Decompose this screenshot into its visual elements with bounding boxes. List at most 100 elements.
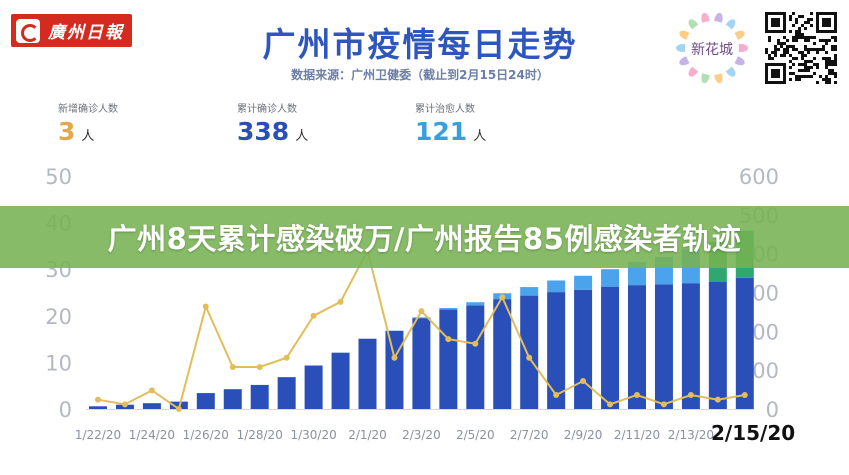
qr-module [801, 33, 804, 36]
x-axis-tick-label: 1/26/20 [183, 428, 229, 442]
new-cases-point [472, 340, 479, 347]
new-cases-point [175, 406, 182, 412]
qr-module [783, 36, 786, 39]
qr-module [819, 39, 822, 42]
qr-module [804, 75, 807, 78]
stat-unit: 人 [81, 129, 95, 144]
new-cases-point [283, 354, 290, 361]
left-axis-tick-label: 0 [59, 398, 72, 422]
qr-finder-core [771, 69, 780, 78]
newspaper-logo-text: 廣州日報 [48, 23, 124, 43]
qr-module [807, 18, 810, 21]
qr-finder-core [771, 18, 780, 27]
stat-unit: 人 [473, 129, 487, 144]
qr-module [825, 81, 828, 84]
qr-module [810, 60, 813, 63]
qr-module [807, 36, 810, 39]
cured-bar [520, 287, 539, 296]
qr-module [786, 48, 789, 51]
qr-module [789, 18, 792, 21]
guangzhou-daily-logo: 廣州日報 [11, 14, 132, 47]
qr-module [792, 45, 795, 48]
x-axis-tick-label: 2/11/20 [614, 428, 660, 442]
qr-module [789, 45, 792, 48]
qr-module [798, 69, 801, 72]
qr-module [798, 75, 801, 78]
qr-module [816, 66, 819, 69]
qr-module [804, 39, 807, 42]
qr-module [822, 57, 825, 60]
cumulative-bar [412, 318, 431, 409]
qr-module [834, 72, 837, 75]
qr-module [789, 15, 792, 18]
qr-module [831, 72, 834, 75]
qr-module [792, 39, 795, 42]
qr-module [798, 15, 801, 18]
cured-bar [601, 269, 620, 287]
qr-module [795, 21, 798, 24]
qr-module [801, 15, 804, 18]
current-date-label: 2/15/20 [711, 421, 796, 445]
qr-module [834, 81, 837, 84]
qr-module [798, 33, 801, 36]
qr-module [807, 39, 810, 42]
new-cases-point [256, 364, 263, 371]
new-cases-point [553, 392, 560, 399]
qr-module [792, 24, 795, 27]
cured-bar [439, 308, 458, 310]
qr-module [828, 57, 831, 60]
qr-module [804, 36, 807, 39]
qr-module [801, 57, 804, 60]
qr-module [798, 36, 801, 39]
qr-module [804, 27, 807, 30]
headline-banner: 广州8天累计感染破万/广州报告85例感染者轨迹 [0, 206, 849, 268]
x-axis-tick-label: 1/28/20 [237, 428, 283, 442]
new-cases-point [148, 387, 155, 394]
qr-module [834, 75, 837, 78]
qr-module [789, 66, 792, 69]
qr-module [795, 33, 798, 36]
qr-module [804, 63, 807, 66]
stat-label: 累计确诊人数 [237, 104, 297, 115]
qr-module [789, 54, 792, 57]
qr-module [792, 48, 795, 51]
x-axis-tick-label: 2/5/20 [456, 428, 495, 442]
cumulative-bar [708, 282, 727, 409]
cured-bar [547, 280, 566, 293]
cumulative-bar [89, 406, 107, 409]
stat-total-confirmed: 累计确诊人数 338 人 [237, 100, 308, 146]
qr-module [834, 57, 837, 60]
qr-module [789, 60, 792, 63]
left-axis-tick-label: 10 [45, 351, 72, 375]
qr-module [834, 63, 837, 66]
qr-module [789, 30, 792, 33]
qr-module [810, 48, 813, 51]
stat-unit: 人 [295, 129, 309, 144]
cured-bar [412, 317, 431, 319]
qr-module [792, 12, 795, 15]
qr-module [804, 69, 807, 72]
qr-module [795, 30, 798, 33]
cumulative-bar [331, 352, 350, 409]
new-cases-point [741, 392, 748, 399]
qr-module [831, 48, 834, 51]
new-cases-point [310, 312, 317, 319]
qr-module [798, 27, 801, 30]
qr-module [810, 66, 813, 69]
cured-bar [574, 275, 593, 290]
qr-module [834, 54, 837, 57]
newspaper-logo-icon [16, 18, 40, 43]
qr-module [810, 18, 813, 21]
qr-module [828, 69, 831, 72]
qr-module [801, 36, 804, 39]
qr-module [768, 54, 771, 57]
qr-module [774, 48, 777, 51]
cumulative-bar [196, 393, 215, 409]
qr-module [801, 24, 804, 27]
qr-module [804, 60, 807, 63]
qr-module [828, 63, 831, 66]
qr-module [792, 63, 795, 66]
cumulative-bar [439, 309, 458, 409]
cumulative-bar [493, 299, 512, 409]
